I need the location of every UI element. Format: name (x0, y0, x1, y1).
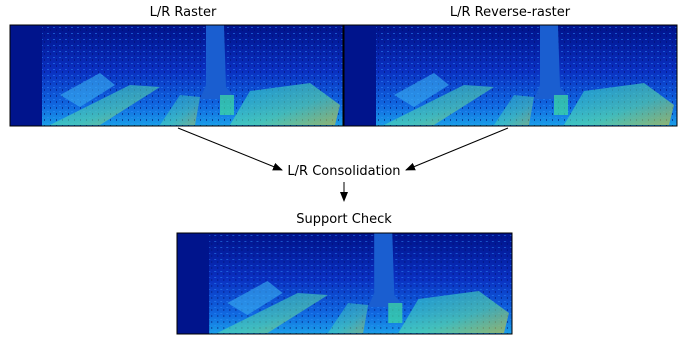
disparity-map (177, 233, 512, 334)
input-label: L/R Raster (150, 5, 217, 20)
diagram: L/R Raster L/R Reverse-raster L/R Consol… (0, 0, 694, 337)
arrow (178, 128, 282, 170)
disparity-map (10, 25, 343, 126)
disparity-map (344, 25, 677, 126)
step-label: Support Check (296, 212, 392, 227)
arrow (406, 128, 508, 170)
page: L/R Raster L/R Reverse-raster L/R Consol… (0, 0, 694, 337)
input-label: L/R Reverse-raster (450, 5, 571, 20)
step-label: L/R Consolidation (287, 164, 400, 179)
